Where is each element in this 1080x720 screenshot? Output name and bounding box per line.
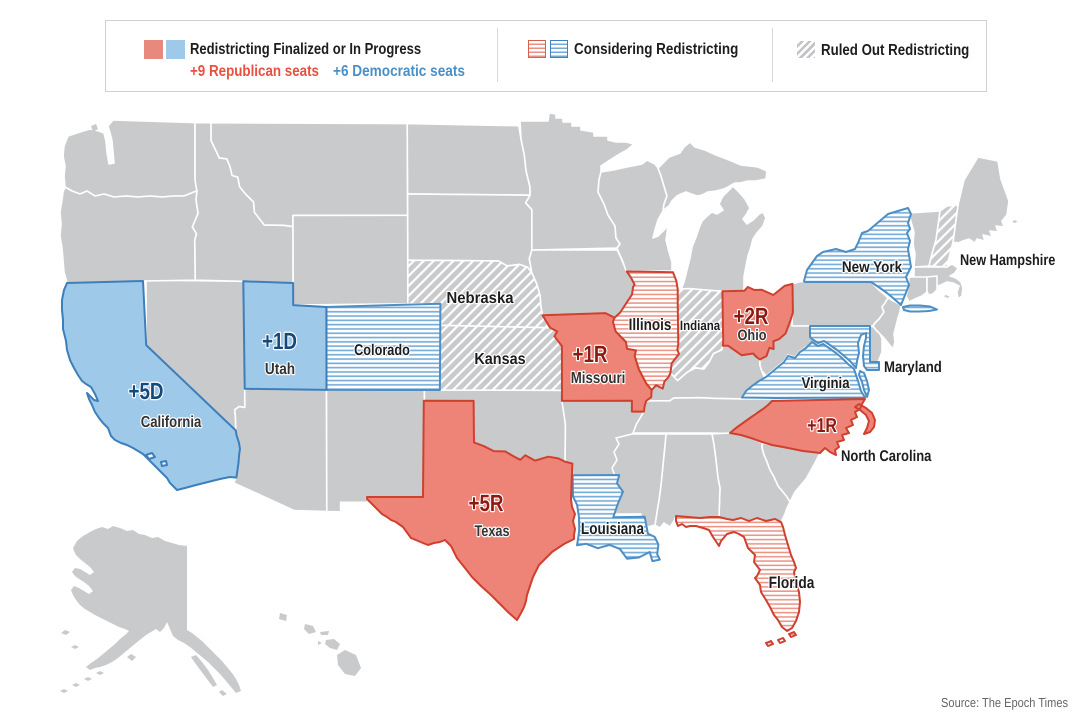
svg-text:Utah: Utah [265,361,295,378]
svg-text:Missouri: Missouri [571,370,626,387]
svg-text:Louisiana: Louisiana [581,520,645,538]
svg-text:+2R: +2R [733,303,768,329]
svg-text:Maryland: Maryland [884,359,942,376]
svg-text:+5D: +5D [128,378,163,404]
svg-text:Indiana: Indiana [680,318,721,333]
svg-text:New York: New York [842,259,903,276]
svg-text:+1R: +1R [572,341,607,367]
svg-text:Source: The Epoch Times: Source: The Epoch Times [941,695,1068,710]
svg-text:Kansas: Kansas [474,351,525,368]
svg-text:Florida: Florida [769,574,815,592]
svg-text:New Hampshire: New Hampshire [960,252,1056,269]
svg-text:Texas: Texas [474,523,509,540]
svg-text:+1D: +1D [262,328,297,354]
svg-text:North Carolina: North Carolina [841,448,932,465]
svg-text:Nebraska: Nebraska [446,290,513,307]
svg-text:Colorado: Colorado [354,342,410,359]
svg-text:Ohio: Ohio [737,327,766,344]
svg-text:Virginia: Virginia [801,375,849,392]
svg-text:+1R: +1R [807,415,837,437]
svg-text:California: California [141,414,202,431]
svg-text:+5R: +5R [468,490,503,516]
svg-text:Illinois: Illinois [629,316,672,334]
